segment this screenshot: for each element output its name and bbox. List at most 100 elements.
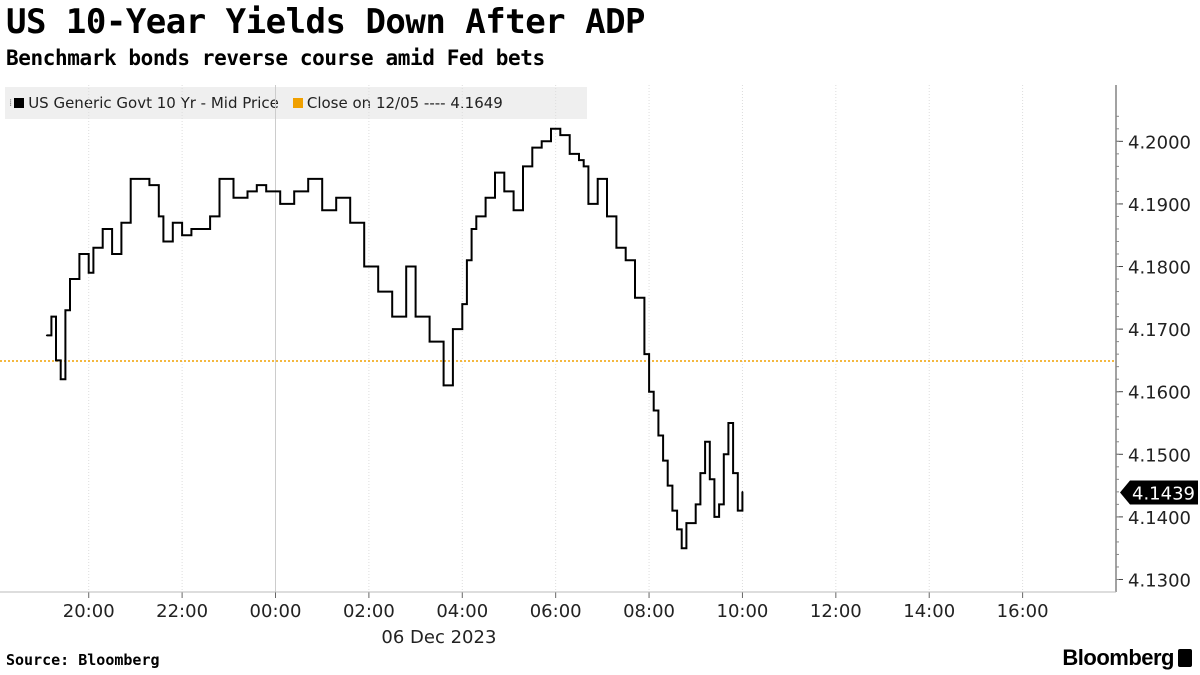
data-point [704, 440, 706, 443]
data-point [129, 178, 132, 180]
chart-subtitle: Benchmark bonds reverse course amid Fed … [6, 46, 545, 70]
y-tick-label: 4.2000 [1128, 132, 1191, 153]
data-point [694, 503, 697, 506]
data-point [722, 453, 725, 456]
data-point [512, 209, 515, 211]
data-point [111, 253, 113, 255]
data-point [414, 315, 417, 318]
y-tick-label: 4.1600 [1128, 383, 1191, 404]
data-point [578, 159, 580, 161]
data-point [531, 146, 534, 149]
x-tick-label: 08:00 [623, 601, 675, 622]
data-point [648, 390, 650, 393]
last-value-badge: 4.1439 [1120, 480, 1198, 505]
data-point [615, 246, 618, 249]
data-point [606, 215, 608, 218]
x-tick-label: 20:00 [63, 601, 115, 622]
x-date-label: 06 Dec 2023 [381, 627, 496, 648]
data-point [428, 340, 431, 343]
data-point [736, 509, 739, 512]
chart-title: US 10-Year Yields Down After ADP [6, 2, 646, 42]
data-point [50, 315, 53, 318]
data-point [503, 190, 506, 193]
y-tick-label: 4.1700 [1128, 320, 1191, 341]
data-point [559, 134, 562, 136]
data-point [199, 228, 202, 230]
data-point [452, 328, 454, 330]
data-point [209, 215, 211, 218]
data-point [475, 215, 478, 218]
x-tick-label: 02:00 [343, 601, 395, 622]
data-point [307, 178, 309, 180]
data-point [741, 491, 744, 493]
legend-item-close[interactable]: Close on 12/05 ---- 4.1649 [292, 94, 503, 112]
legend-series-label: US Generic Govt 10 Yr - Mid Price [28, 94, 279, 112]
data-point [540, 140, 543, 143]
data-point [708, 478, 711, 481]
data-point [568, 153, 571, 155]
data-point [265, 190, 267, 193]
series-line [46, 127, 744, 550]
y-tick-label: 4.1500 [1128, 445, 1191, 466]
brand-name: Bloomberg [1062, 645, 1174, 670]
data-point [657, 434, 660, 437]
data-point [634, 297, 636, 299]
data-point [157, 215, 160, 218]
data-point [349, 221, 352, 224]
bloomberg-terminal-icon [1178, 649, 1192, 667]
data-point [405, 265, 408, 268]
brand-logo: Bloomberg [1062, 645, 1192, 671]
data-point [494, 171, 496, 174]
data-point [624, 259, 627, 262]
data-point [246, 190, 249, 193]
data-point [713, 516, 716, 518]
data-point [120, 221, 123, 224]
data-point [55, 359, 57, 362]
last-value-label: 4.1439 [1132, 483, 1195, 504]
data-point [321, 209, 323, 211]
data-point [718, 503, 720, 506]
legend-close-label: Close on 12/05 ---- 4.1649 [306, 94, 503, 112]
data-point [59, 378, 62, 380]
x-axis: 20:00 22:00 00:00 02:00 04:00 06:00 08:00 10:00… [0, 591, 1116, 648]
x-tick-label: 10:00 [717, 601, 769, 622]
legend: ⁞ US Generic Govt 10 Yr - Mid Price Clos… [5, 87, 587, 119]
legend-grip-icon[interactable]: ⁞ [9, 97, 13, 109]
legend-swatch-series [14, 98, 25, 108]
x-tick-label: 16:00 [997, 601, 1049, 622]
data-point [256, 184, 258, 186]
data-point [293, 190, 295, 193]
data-point [377, 290, 380, 293]
data-point [550, 128, 552, 130]
y-tick-label: 4.1300 [1128, 570, 1191, 591]
data-point [643, 353, 646, 355]
data-point [335, 196, 338, 199]
y-tick-label: 4.1900 [1128, 195, 1191, 216]
data-point [218, 178, 221, 180]
data-point [662, 459, 664, 462]
data-point [522, 165, 524, 168]
legend-item-series[interactable]: US Generic Govt 10 Yr - Mid Price [14, 94, 279, 112]
data-point [727, 422, 730, 424]
data-point [279, 203, 281, 205]
last-value-badge-shape [1120, 480, 1198, 505]
data-point [162, 240, 165, 243]
data-point [699, 472, 702, 474]
data-point [391, 315, 394, 318]
legend-swatch-close [292, 98, 303, 108]
data-point [92, 246, 95, 249]
data-point [676, 528, 678, 531]
data-point [582, 165, 585, 168]
y-tick-label: 4.1800 [1128, 258, 1191, 279]
data-point [78, 253, 81, 255]
data-point [148, 184, 151, 186]
data-point [652, 409, 655, 412]
data-point [484, 196, 487, 199]
x-tick-label: 06:00 [530, 601, 582, 622]
series-line-layer [45, 127, 744, 550]
data-point [171, 221, 174, 224]
data-point [470, 228, 473, 230]
data-point [190, 228, 193, 230]
data-point [232, 196, 235, 199]
